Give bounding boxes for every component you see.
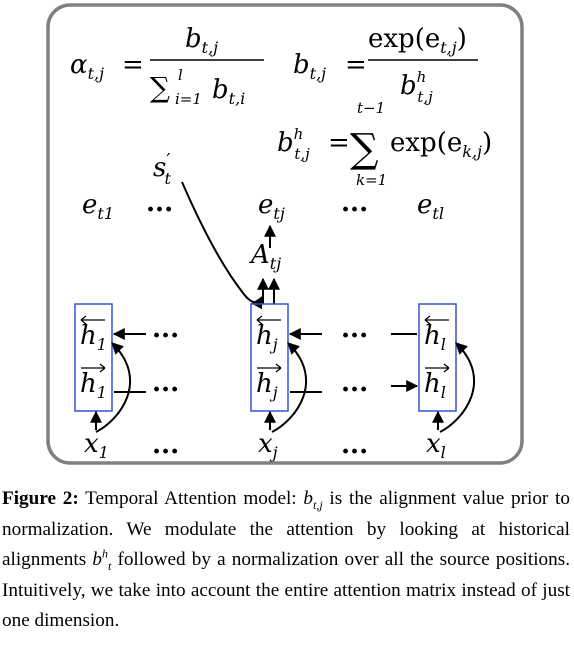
s-prime-to-A-curve xyxy=(181,181,263,310)
svg-text:=: = xyxy=(345,50,367,80)
svg-text:=: = xyxy=(122,50,144,80)
ellipsis: ··· xyxy=(152,321,179,351)
caption-math: t xyxy=(107,559,112,574)
svg-text:l: l xyxy=(178,66,183,84)
svg-text:αt,j: αt,j xyxy=(70,50,104,83)
alpha-equation: αt,j = bt,j ∑ l i=1 bt,i xyxy=(70,24,264,108)
xl-label: xl xyxy=(426,429,446,462)
svg-text:exp(et,j): exp(et,j) xyxy=(368,24,467,57)
hj-backward: hj xyxy=(256,321,278,354)
svg-text:bht,j: bh t,j xyxy=(277,125,310,163)
svg-text:t−1: t−1 xyxy=(357,99,385,117)
ellipsis: ··· xyxy=(341,321,368,351)
hl-forward: hl xyxy=(424,369,446,402)
svg-text:=: = xyxy=(328,128,350,158)
h1-backward: h1 xyxy=(80,321,107,354)
e-t1-label: et1 xyxy=(82,190,114,223)
caption-math: h xyxy=(101,546,108,561)
svg-text:i=1: i=1 xyxy=(175,90,202,108)
x1-to-h1-curve xyxy=(95,342,132,433)
A-tj-label: Atj xyxy=(249,240,281,273)
caption-math: b xyxy=(303,488,313,509)
svg-text:bt,i: bt,i xyxy=(212,75,245,108)
caption-math: t,j xyxy=(313,497,323,512)
ellipsis: ··· xyxy=(152,375,179,405)
s-prime-label: s′ t xyxy=(153,150,171,188)
svg-text:k=1: k=1 xyxy=(356,171,387,189)
svg-text:bt,j: bt,j xyxy=(185,24,218,57)
svg-text:bt,j: bt,j xyxy=(293,50,326,83)
caption-text: Temporal Attention model: xyxy=(78,488,304,509)
caption-text: followed by a normalization over all the… xyxy=(2,549,571,632)
e-tl-label: etl xyxy=(417,190,444,223)
x1-label: x1 xyxy=(84,429,109,462)
svg-text:∑: ∑ xyxy=(150,71,170,104)
e-tj-label: etj xyxy=(258,190,285,223)
figure-caption: Figure 2: Temporal Attention model: bt,j… xyxy=(2,484,570,637)
svg-text:exp(ek,j): exp(ek,j) xyxy=(390,128,492,161)
ellipsis: ··· xyxy=(146,195,173,225)
h1-forward: h1 xyxy=(80,369,107,402)
diagram-frame xyxy=(46,3,524,465)
temporal-attention-diagram: αt,j = bt,j ∑ l i=1 bt,i bt,j = exp(et,j… xyxy=(46,3,524,467)
figure-label: Figure 2: xyxy=(2,488,79,509)
svg-text:∑: ∑ xyxy=(350,126,379,172)
caption-math: b xyxy=(92,549,102,571)
b-equation: bt,j = exp(et,j) bh t,j xyxy=(293,24,478,106)
xj-to-hj-curve xyxy=(271,342,308,433)
caption-text: is the alignment value prior to normaliz… xyxy=(2,488,570,571)
xl-to-hl-curve xyxy=(439,342,476,433)
svg-text:bht,j: bh t,j xyxy=(400,68,433,106)
hl-backward: hl xyxy=(424,321,446,354)
ellipsis: ··· xyxy=(341,437,368,467)
ellipsis: ··· xyxy=(152,437,179,467)
hj-forward: hj xyxy=(256,369,278,402)
ellipsis: ··· xyxy=(341,375,368,405)
xj-label: xj xyxy=(258,429,278,462)
bh-equation: bh t,j = t−1 ∑ k=1 exp(ek,j) xyxy=(277,99,492,189)
ellipsis: ··· xyxy=(341,195,368,225)
